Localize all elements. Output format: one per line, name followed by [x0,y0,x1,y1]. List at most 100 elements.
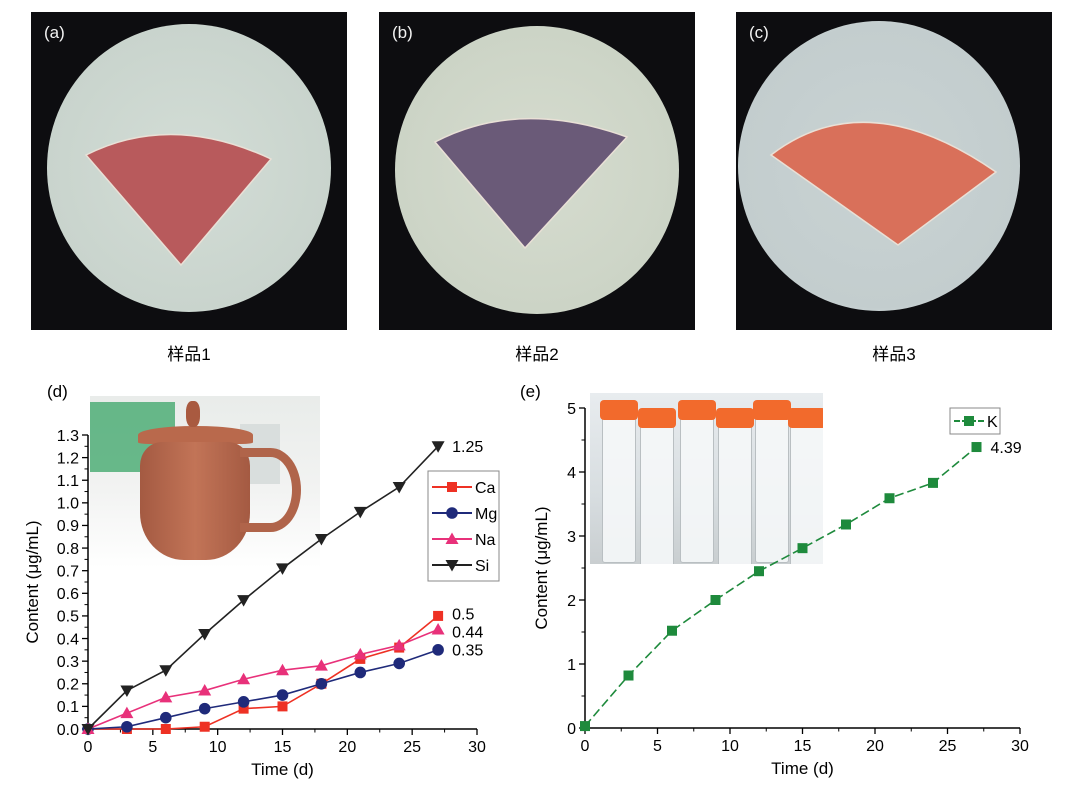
legend-marker-mg [446,507,458,519]
series-line-mg [87,649,439,730]
sample-fragment [769,121,998,246]
legend-marker-k [964,416,974,426]
photo-caption-a: 样品1 [167,345,211,364]
tube-cap [678,400,716,420]
x-tick-label: 15 [274,739,292,756]
sample-tube [716,408,754,564]
chart-d: (d) 0 5 10 15 20 25 30 0.0 0.1 0.2 0.3 0.4 0.5 0.6 0.7 0… [23,382,500,779]
legend-marker-si [445,560,459,572]
y-tick-label: 0.6 [57,586,79,603]
data-point-na [198,684,212,696]
chart-e: (e) 0 5 10 15 20 25 30 0 1 2 3 4 5 Time (d) Content (μg… [520,382,1029,778]
x-tick-label: 30 [1011,738,1029,755]
series-line-si [87,445,439,730]
series-line-k [584,446,978,727]
data-label-si: 1.25 [452,439,483,456]
y-tick-label: 5 [567,401,576,418]
data-label-ca: 0.5 [452,607,474,624]
legend-marker-na [445,532,459,544]
y-tick-label: 1 [567,657,576,674]
photo-panel-a: (a) [31,12,347,330]
data-point-na [392,638,406,651]
y-tick-label: 0.9 [57,518,79,535]
y-tick-label: 1.2 [57,450,79,467]
tube-cap [716,408,754,428]
cup-inset-photo [90,396,320,568]
cup-knob [186,401,200,427]
data-point-si [198,629,212,641]
y-tick-label: 1.1 [57,473,79,490]
legend-label-ca: Ca [475,480,496,497]
series-line-na [87,628,439,730]
data-point-k [667,625,677,636]
x-axis-label: Time (d) [771,759,834,778]
x-tick-label: 15 [794,738,812,755]
data-point-k [841,519,851,530]
sample-tube [638,408,676,564]
sample-tube [678,400,716,563]
y-tick-label: 0.4 [57,631,79,648]
y-tick-label: 0.8 [57,541,79,558]
data-point-na [159,690,173,703]
panel-label: (b) [392,23,413,42]
y-tick-label: 0.5 [57,609,79,626]
data-point-si [353,506,367,519]
data-point-k [928,477,938,488]
x-axis-label: Time (d) [251,760,314,779]
x-tick-label: 30 [468,739,486,756]
data-point-si [81,724,95,736]
panel-label: (a) [44,23,65,42]
data-point-k [754,566,764,577]
legend-label-na: Na [475,532,496,549]
y-tick-label: 0 [567,721,576,738]
data-label-k: 4.39 [991,440,1022,457]
data-point-na [314,659,328,671]
x-tick-label: 10 [721,738,739,755]
photo-caption-c: 样品3 [872,345,916,364]
data-point-na [431,622,445,635]
sample-tube [753,400,791,563]
x-tick-label: 5 [653,738,662,755]
data-point-na [237,672,251,685]
data-point-mg [160,711,172,724]
data-point-si [276,563,289,575]
data-point-k [580,721,590,732]
sample-fragment [84,133,273,267]
x-tick-label: 5 [148,739,157,756]
y-tick-label: 0.2 [57,677,79,694]
data-point-k [710,595,721,605]
cup-handle [240,448,301,532]
data-point-ca [433,610,444,621]
data-point-na [120,706,134,719]
y-axis-label: Content (μg/mL) [532,506,551,629]
data-point-k [797,543,808,554]
y-tick-label: 4 [567,465,576,482]
legend-label-si: Si [475,558,489,575]
data-point-si [431,441,445,453]
data-point-si [314,534,328,546]
y-tick-label: 0.3 [57,654,79,671]
tubes-inset-photo [590,393,823,564]
x-tick-label: 25 [403,739,421,756]
photo-panel-c: (c) [736,12,1052,330]
series-line-ca [88,615,439,730]
data-point-mg [315,677,328,690]
sample-shape [433,117,629,250]
cup-body [140,442,250,560]
data-point-mg [276,689,289,701]
data-point-na [353,647,367,660]
data-label-na: 0.44 [452,624,483,641]
data-point-si [120,685,134,698]
y-tick-label: 2 [567,593,576,610]
photo-panel-b: (b) [379,12,695,330]
y-tick-label: 1.0 [57,496,79,513]
data-point-k [623,670,634,681]
data-point-k [884,493,895,504]
y-tick-label: 1.3 [57,428,79,445]
data-point-si [237,595,251,607]
legend-label-mg: Mg [475,506,497,523]
x-tick-label: 20 [338,739,356,756]
data-point-ca [160,724,171,734]
data-point-ca [277,701,288,712]
legend-marker-ca [447,482,457,492]
